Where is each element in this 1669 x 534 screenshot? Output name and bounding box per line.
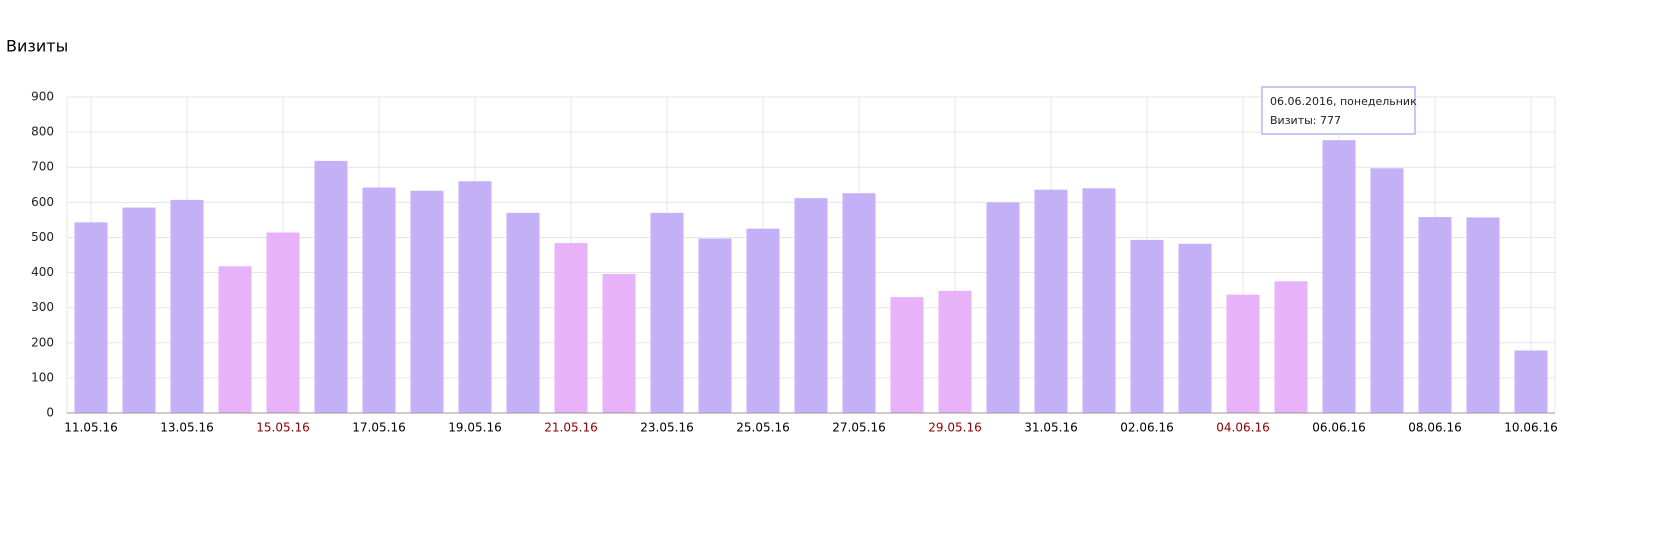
- bar: [266, 232, 300, 413]
- bar: [554, 243, 588, 413]
- bar: [314, 160, 348, 413]
- x-tick-label: 21.05.16: [544, 421, 597, 435]
- tooltip: 06.06.2016, понедельник Визиты: 777: [1261, 86, 1417, 135]
- x-tick-label: 15.05.16: [256, 421, 309, 435]
- bar: [1178, 243, 1212, 413]
- x-tick-label: 17.05.16: [352, 421, 405, 435]
- bar: [1370, 168, 1404, 413]
- chart-title: Визиты: [6, 37, 68, 56]
- bar: [1514, 350, 1548, 413]
- x-tick-label: 06.06.16: [1312, 421, 1365, 435]
- bar: [842, 193, 876, 413]
- bar: [1226, 294, 1260, 413]
- y-tick-label: 400: [31, 265, 54, 279]
- bar: [1274, 281, 1308, 413]
- y-tick-label: 900: [31, 90, 54, 104]
- x-tick-label: 02.06.16: [1120, 421, 1173, 435]
- x-tick-label: 10.06.16: [1504, 421, 1557, 435]
- y-tick-label: 700: [31, 160, 54, 174]
- bar: [650, 212, 684, 413]
- bar: [698, 238, 732, 413]
- tooltip-box: [1261, 86, 1416, 135]
- y-tick-label: 0: [46, 406, 54, 420]
- bar: [938, 290, 972, 413]
- bar: [602, 273, 636, 413]
- bar: [986, 202, 1020, 413]
- x-tick-label: 25.05.16: [736, 421, 789, 435]
- bar: [1130, 239, 1164, 413]
- x-tick-label: 11.05.16: [64, 421, 117, 435]
- x-tick-label: 29.05.16: [928, 421, 981, 435]
- bar: [170, 199, 204, 413]
- x-tick-label: 19.05.16: [448, 421, 501, 435]
- x-tick-label: 04.06.16: [1216, 421, 1269, 435]
- y-tick-label: 300: [31, 300, 54, 314]
- bar: [1466, 217, 1500, 413]
- x-tick-label: 08.06.16: [1408, 421, 1461, 435]
- y-tick-label: 500: [31, 230, 54, 244]
- bar: [122, 207, 156, 413]
- bar: [218, 266, 252, 413]
- y-tick-label: 600: [31, 195, 54, 209]
- bar: [458, 181, 492, 413]
- bar: [506, 212, 540, 413]
- bar: [1322, 140, 1356, 414]
- bar: [746, 228, 780, 413]
- bar: [410, 190, 444, 413]
- bar: [794, 198, 828, 413]
- x-tick-label: 27.05.16: [832, 421, 885, 435]
- bar: [1418, 217, 1452, 413]
- bar: [1034, 189, 1068, 413]
- bar: [74, 222, 108, 413]
- y-tick-label: 800: [31, 125, 54, 139]
- y-tick-label: 200: [31, 335, 54, 349]
- x-tick-label: 13.05.16: [160, 421, 213, 435]
- x-tick-label: 31.05.16: [1024, 421, 1077, 435]
- bar: [890, 297, 924, 413]
- tooltip-text: Визиты: 777: [1270, 114, 1341, 127]
- x-tick-label: 23.05.16: [640, 421, 693, 435]
- y-tick-label: 100: [31, 370, 54, 384]
- tooltip-title: 06.06.2016, понедельник: [1270, 95, 1417, 108]
- bar: [362, 187, 396, 413]
- bar: [1082, 188, 1116, 413]
